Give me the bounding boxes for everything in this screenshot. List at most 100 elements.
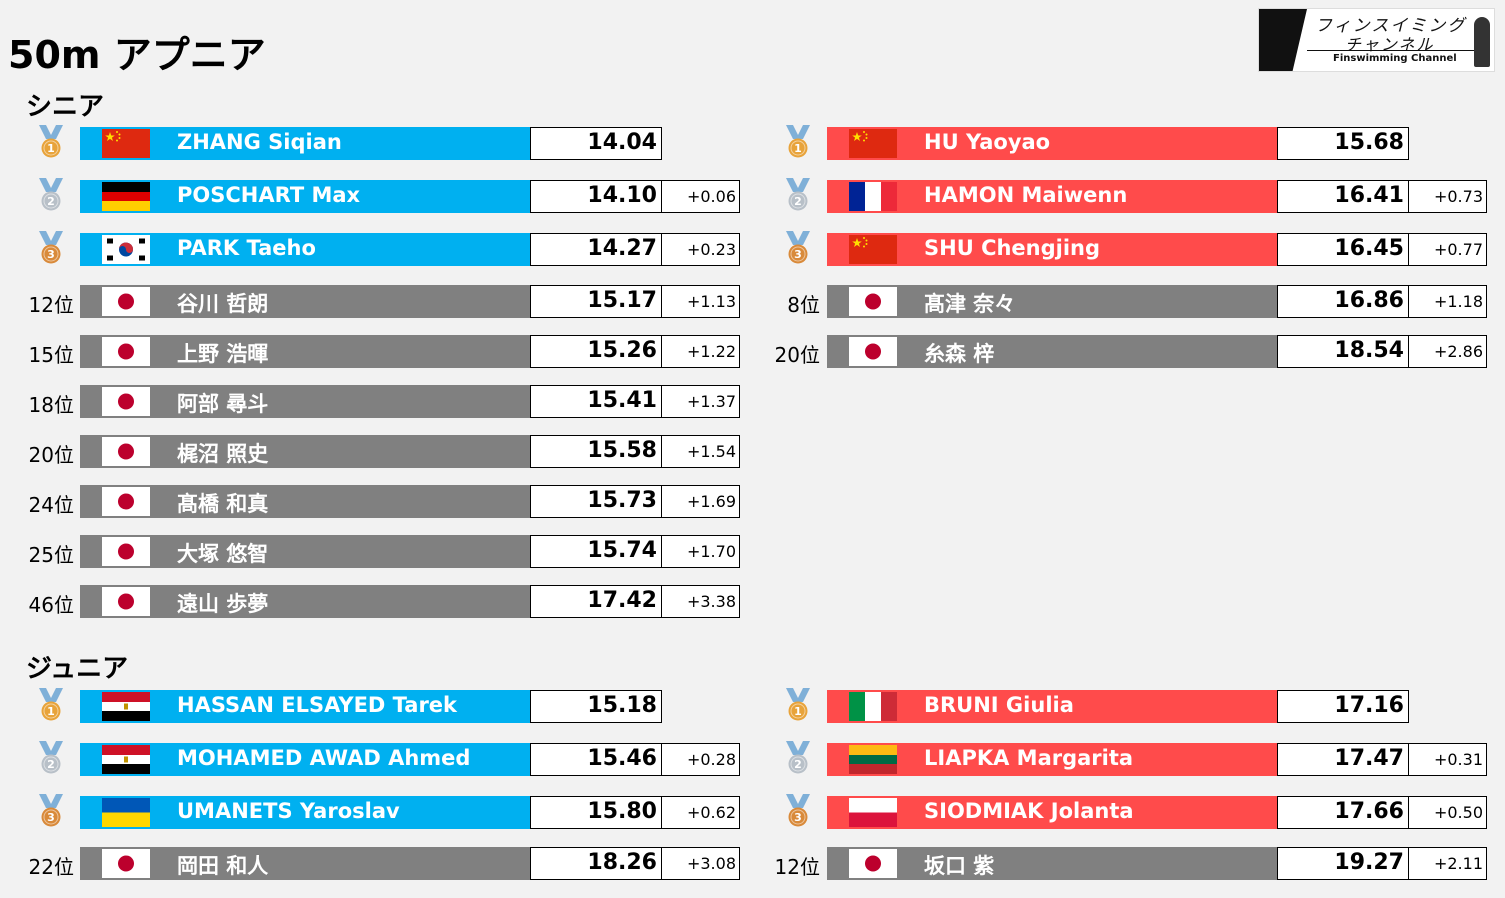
athlete-bar: BRUNI Giulia xyxy=(827,690,1277,723)
athlete-bar: 上野 浩暉 xyxy=(80,335,530,368)
athlete-name: 大塚 悠智 xyxy=(177,542,269,566)
athlete-name: UMANETS Yaroslav xyxy=(177,799,400,823)
diff-cell: +1.22 xyxy=(662,335,740,368)
time-value: 17.47 xyxy=(1334,746,1404,771)
japan-flag-icon xyxy=(102,849,150,878)
time-value: 15.46 xyxy=(587,746,657,771)
svg-text:2: 2 xyxy=(47,195,55,208)
medal-icon: 2 xyxy=(34,741,68,775)
time-cell: 16.86 xyxy=(1277,285,1409,318)
diff-value: +0.77 xyxy=(1433,240,1483,259)
diff-value: +0.62 xyxy=(686,803,736,822)
lithuania-flag-icon xyxy=(849,745,897,774)
diff-cell: +0.50 xyxy=(1409,796,1487,829)
athlete-name: 坂口 紫 xyxy=(924,854,995,878)
japan-flag-icon xyxy=(102,437,150,466)
japan-flag-icon xyxy=(849,849,897,878)
rank-label: 15位 xyxy=(28,343,74,367)
medal-icon: 2 xyxy=(781,741,815,775)
svg-text:2: 2 xyxy=(794,758,802,771)
result-row: 1 HASSAN ELSAYED Tarek 15.18 xyxy=(0,688,1505,723)
diff-cell: +1.18 xyxy=(1409,285,1487,318)
svg-text:2: 2 xyxy=(794,195,802,208)
medal-icon: 2 xyxy=(34,178,68,212)
japan-flag-icon xyxy=(102,387,150,416)
diff-cell: +2.86 xyxy=(1409,335,1487,368)
result-row: 1 ZHANG Siqian 14.04 xyxy=(0,125,1505,160)
athlete-bar: SHU Chengjing xyxy=(827,233,1277,266)
athlete-bar: 坂口 紫 xyxy=(827,847,1277,880)
diff-cell: +0.77 xyxy=(1409,233,1487,266)
svg-text:1: 1 xyxy=(794,705,802,718)
time-cell: 14.10 xyxy=(530,180,662,213)
medal-icon: 3 xyxy=(781,231,815,265)
result-row: 12位 坂口 紫 19.27 +2.11 xyxy=(0,847,1505,880)
medal-icon: 1 xyxy=(781,688,815,722)
time-cell: 17.16 xyxy=(1277,690,1409,723)
svg-text:1: 1 xyxy=(47,705,55,718)
logo-line2: チャンネル xyxy=(1345,35,1435,54)
time-cell: 17.47 xyxy=(1277,743,1409,776)
athlete-bar: SIODMIAK Jolanta xyxy=(827,796,1277,829)
athlete-name: 阿部 尋斗 xyxy=(177,392,269,416)
diff-value: +0.23 xyxy=(686,240,736,259)
result-row: 18位 阿部 尋斗 15.41 +1.37 xyxy=(0,385,1505,418)
time-value: 17.16 xyxy=(1334,693,1404,718)
channel-logo: フィンスイミング チャンネル Finswimming Channel xyxy=(1258,8,1495,72)
svg-text:3: 3 xyxy=(794,248,802,261)
result-row: 20位 梶沼 照史 15.58 +1.54 xyxy=(0,435,1505,468)
rank-label: 12位 xyxy=(774,855,820,879)
result-row: 3 SHU Chengjing 16.45 +0.77 xyxy=(0,231,1505,266)
france-flag-icon xyxy=(849,182,897,211)
time-cell: 15.68 xyxy=(1277,127,1409,160)
athlete-name: MOHAMED AWAD Ahmed xyxy=(177,746,471,770)
japan-flag-icon xyxy=(102,337,150,366)
diff-value: +2.86 xyxy=(1433,342,1483,361)
time-value: 15.58 xyxy=(587,438,657,463)
diff-cell: +0.73 xyxy=(1409,180,1487,213)
time-cell: 18.54 xyxy=(1277,335,1409,368)
rank-label: 22位 xyxy=(28,855,74,879)
china-flag-icon xyxy=(849,235,897,264)
athlete-bar: 糸森 梓 xyxy=(827,335,1277,368)
time-cell: 19.27 xyxy=(1277,847,1409,880)
logo-line1: フィンスイミング xyxy=(1315,16,1467,36)
time-value: 17.42 xyxy=(587,588,657,613)
medal-icon: 2 xyxy=(781,178,815,212)
japan-flag-icon xyxy=(849,337,897,366)
time-value: 15.68 xyxy=(1334,130,1404,155)
diff-value: +1.18 xyxy=(1433,292,1483,311)
time-cell: 16.41 xyxy=(1277,180,1409,213)
time-value: 16.86 xyxy=(1334,288,1404,313)
logo-line3: Finswimming Channel xyxy=(1333,53,1457,64)
athlete-bar: UMANETS Yaroslav xyxy=(80,796,530,829)
result-row: 1 HU Yaoyao 15.68 xyxy=(0,125,1505,160)
egypt-flag-icon xyxy=(102,745,150,774)
diff-cell: +1.13 xyxy=(662,285,740,318)
japan-flag-icon xyxy=(102,287,150,316)
svg-text:3: 3 xyxy=(794,811,802,824)
result-row: 24位 髙橋 和真 15.73 +1.69 xyxy=(0,485,1505,518)
diff-value: +1.22 xyxy=(686,342,736,361)
svg-text:2: 2 xyxy=(47,758,55,771)
svg-text:3: 3 xyxy=(47,248,55,261)
time-cell: 15.58 xyxy=(530,435,662,468)
medal-icon: 1 xyxy=(781,125,815,159)
time-cell: 18.26 xyxy=(530,847,662,880)
section-heading: シニア xyxy=(26,92,105,122)
diff-cell: +1.70 xyxy=(662,535,740,568)
athlete-bar: 阿部 尋斗 xyxy=(80,385,530,418)
athlete-name: 髙津 奈々 xyxy=(924,292,1016,316)
athlete-bar: MOHAMED AWAD Ahmed xyxy=(80,743,530,776)
athlete-name: POSCHART Max xyxy=(177,183,361,207)
medal-icon: 3 xyxy=(34,231,68,265)
athlete-bar: 谷川 哲朗 xyxy=(80,285,530,318)
result-row: 3 SIODMIAK Jolanta 17.66 +0.50 xyxy=(0,794,1505,829)
diff-value: +1.37 xyxy=(686,392,736,411)
time-cell: 15.80 xyxy=(530,796,662,829)
time-value: 14.27 xyxy=(587,236,657,261)
result-row: 15位 上野 浩暉 15.26 +1.22 xyxy=(0,335,1505,368)
time-value: 15.17 xyxy=(587,288,657,313)
medal-icon: 3 xyxy=(781,794,815,828)
athlete-name: LIAPKA Margarita xyxy=(924,746,1134,770)
